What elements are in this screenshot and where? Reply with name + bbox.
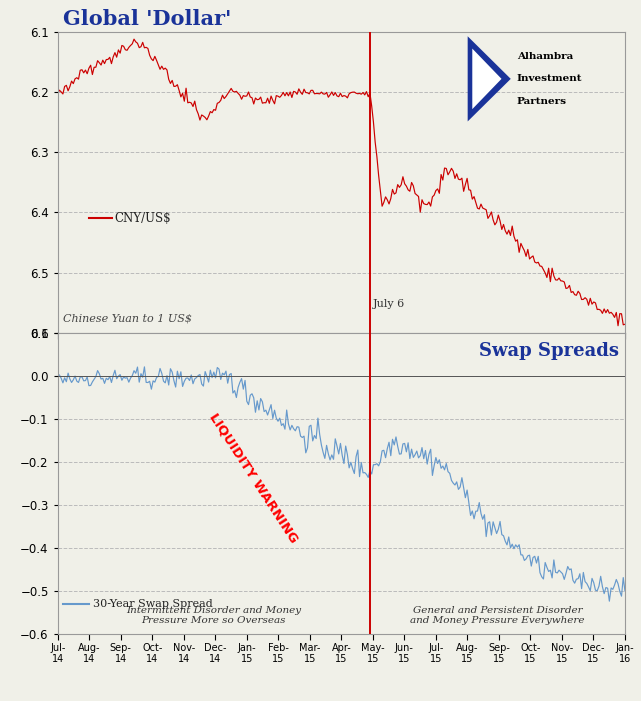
Polygon shape (468, 36, 511, 121)
Text: Investment: Investment (517, 74, 583, 83)
Text: 30-Year Swap Spread: 30-Year Swap Spread (93, 599, 213, 609)
Text: Partners: Partners (517, 97, 567, 106)
Text: Intermittent Disorder and Money
Pressure More so Overseas: Intermittent Disorder and Money Pressure… (126, 606, 301, 625)
Text: Global 'Dollar': Global 'Dollar' (63, 8, 232, 29)
Text: Swap Spreads: Swap Spreads (479, 342, 619, 360)
Text: General and Persistent Disorder
and Money Pressure Everywhere: General and Persistent Disorder and Mone… (410, 606, 585, 625)
Text: July 6: July 6 (373, 299, 405, 309)
Polygon shape (472, 48, 501, 109)
Text: Chinese Yuan to 1 US$: Chinese Yuan to 1 US$ (63, 314, 192, 324)
Text: Alhambra: Alhambra (517, 52, 573, 61)
Text: LIQUIDITY WARNING: LIQUIDITY WARNING (206, 410, 300, 545)
Text: CNY/US$: CNY/US$ (115, 212, 171, 225)
